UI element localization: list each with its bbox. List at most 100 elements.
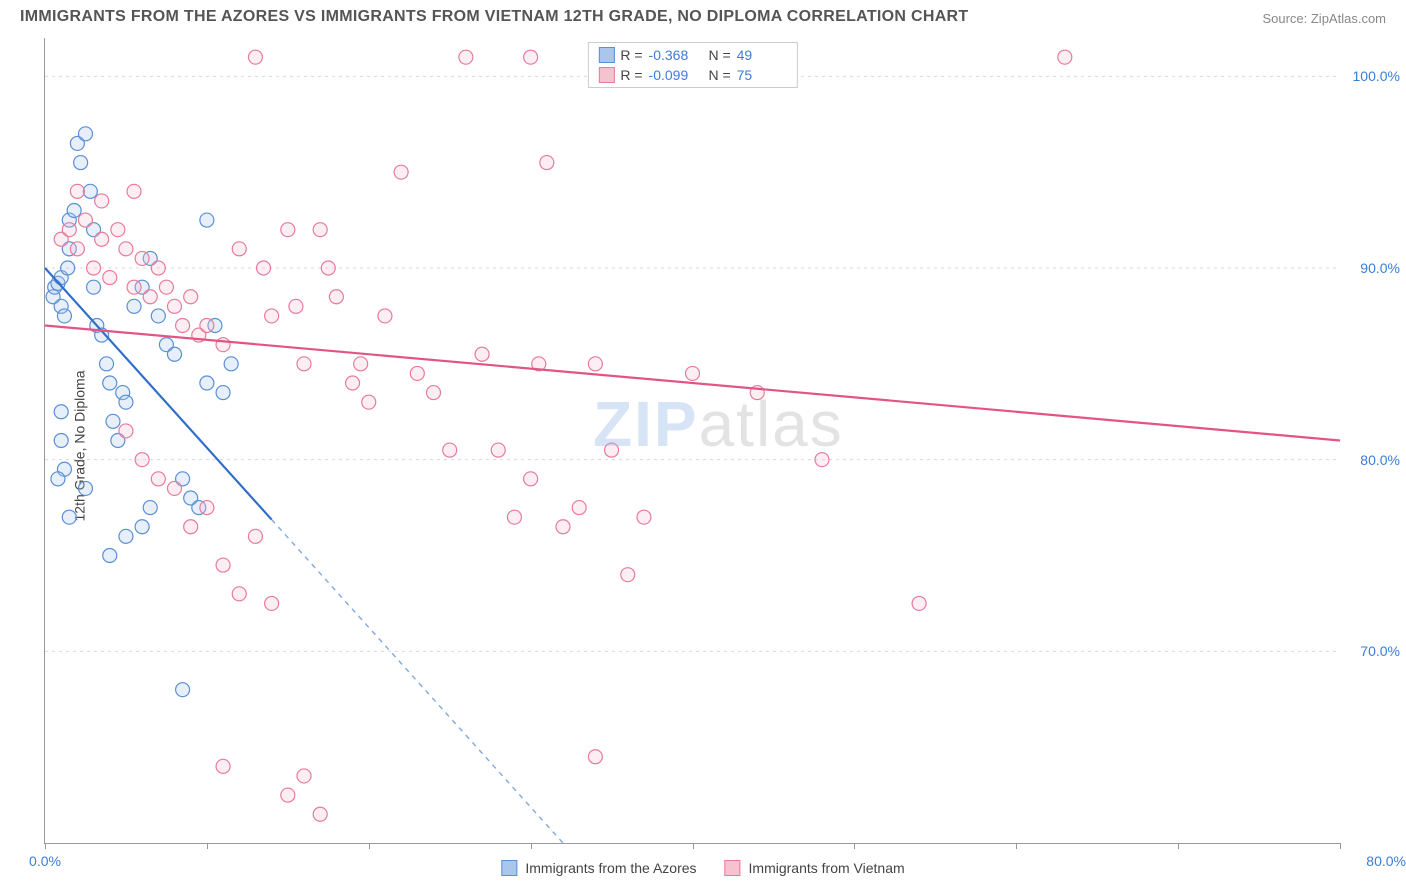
data-point [151, 472, 165, 486]
data-point [281, 788, 295, 802]
legend-n-label: N = [705, 67, 731, 83]
data-point [621, 568, 635, 582]
data-point [313, 223, 327, 237]
series-legend-label: Immigrants from the Azores [525, 860, 696, 876]
chart-header: IMMIGRANTS FROM THE AZORES VS IMMIGRANTS… [0, 0, 1406, 30]
data-point [321, 261, 335, 275]
data-point [1058, 50, 1072, 64]
data-point [78, 481, 92, 495]
chart-svg [45, 38, 1340, 843]
data-point [572, 501, 586, 515]
data-point [216, 759, 230, 773]
data-point [83, 184, 97, 198]
data-point [103, 376, 117, 390]
data-point [87, 280, 101, 294]
data-point [119, 242, 133, 256]
legend-swatch [725, 860, 741, 876]
data-point [200, 376, 214, 390]
data-point [119, 424, 133, 438]
data-point [151, 261, 165, 275]
y-tick-label: 70.0% [1346, 643, 1400, 659]
data-point [119, 395, 133, 409]
data-point [70, 184, 84, 198]
data-point [119, 529, 133, 543]
data-point [87, 261, 101, 275]
data-point [637, 510, 651, 524]
data-point [297, 357, 311, 371]
data-point [168, 299, 182, 313]
data-point [100, 357, 114, 371]
data-point [67, 204, 81, 218]
legend-n-value: 75 [737, 67, 787, 83]
data-point [57, 309, 71, 323]
data-point [103, 271, 117, 285]
data-point [54, 405, 68, 419]
data-point [912, 596, 926, 610]
data-point [135, 251, 149, 265]
data-point [184, 290, 198, 304]
data-point [200, 213, 214, 227]
y-tick-label: 100.0% [1346, 68, 1400, 84]
data-point [232, 242, 246, 256]
correlation-legend-row: R =-0.099 N =75 [598, 65, 786, 85]
data-point [106, 414, 120, 428]
data-point [686, 366, 700, 380]
data-point [281, 223, 295, 237]
x-tick [369, 843, 370, 849]
data-point [265, 596, 279, 610]
correlation-legend: R =-0.368 N =49R =-0.099 N =75 [587, 42, 797, 88]
data-point [184, 520, 198, 534]
data-point [168, 347, 182, 361]
x-tick [207, 843, 208, 849]
legend-swatch [501, 860, 517, 876]
chart-title: IMMIGRANTS FROM THE AZORES VS IMMIGRANTS… [20, 8, 968, 26]
data-point [588, 750, 602, 764]
data-point [62, 223, 76, 237]
series-legend: Immigrants from the Azores Immigrants fro… [501, 860, 904, 876]
x-tick [531, 843, 532, 849]
data-point [362, 395, 376, 409]
legend-swatch [598, 67, 614, 83]
data-point [103, 549, 117, 563]
data-point [95, 194, 109, 208]
data-point [127, 184, 141, 198]
trend-line-solid [45, 326, 1340, 441]
data-point [51, 472, 65, 486]
data-point [54, 434, 68, 448]
legend-r-label: R = [620, 47, 642, 63]
chart-source: Source: ZipAtlas.com [1262, 11, 1386, 26]
data-point [135, 453, 149, 467]
data-point [588, 357, 602, 371]
legend-r-value: -0.368 [649, 47, 699, 63]
data-point [459, 50, 473, 64]
data-point [289, 299, 303, 313]
data-point [354, 357, 368, 371]
data-point [176, 319, 190, 333]
data-point [257, 261, 271, 275]
data-point [346, 376, 360, 390]
chart-plot-area: ZIPatlas R =-0.368 N =49R =-0.099 N =75 … [44, 38, 1340, 844]
data-point [74, 156, 88, 170]
data-point [78, 127, 92, 141]
data-point [427, 386, 441, 400]
data-point [265, 309, 279, 323]
legend-n-label: N = [705, 47, 731, 63]
data-point [62, 510, 76, 524]
data-point [176, 683, 190, 697]
data-point [329, 290, 343, 304]
x-tick [1178, 843, 1179, 849]
data-point [491, 443, 505, 457]
data-point [216, 386, 230, 400]
legend-r-value: -0.099 [649, 67, 699, 83]
data-point [143, 290, 157, 304]
data-point [200, 501, 214, 515]
x-label-right: 80.0% [1346, 853, 1406, 869]
data-point [394, 165, 408, 179]
data-point [159, 280, 173, 294]
data-point [216, 558, 230, 572]
data-point [151, 309, 165, 323]
series-legend-label: Immigrants from Vietnam [749, 860, 905, 876]
data-point [224, 357, 238, 371]
x-label-left: 0.0% [29, 853, 61, 869]
y-tick-label: 80.0% [1346, 452, 1400, 468]
